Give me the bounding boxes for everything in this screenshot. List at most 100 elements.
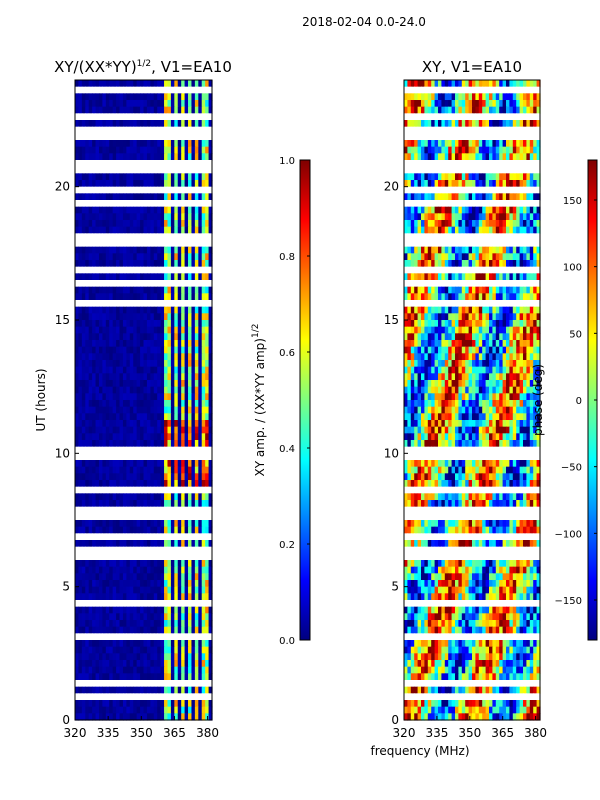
heatmap-cell — [194, 686, 199, 694]
heatmap-cell — [516, 153, 521, 161]
heatmap-cell — [126, 106, 131, 114]
heatmap-cell — [427, 240, 432, 248]
heatmap-cell — [208, 293, 213, 301]
heatmap-cell — [194, 333, 199, 341]
heatmap-cell — [164, 700, 169, 708]
heatmap-cell — [188, 413, 193, 421]
heatmap-cell — [126, 200, 131, 208]
heatmap-cell — [191, 553, 196, 561]
heatmap-cell — [146, 520, 151, 528]
heatmap-cell — [140, 526, 145, 534]
heatmap-cell — [105, 246, 110, 254]
heatmap-cell — [170, 706, 175, 714]
heatmap-cell — [102, 153, 107, 161]
heatmap-cell — [81, 280, 86, 288]
heatmap-cell — [109, 300, 114, 308]
heatmap-cell — [478, 86, 483, 94]
heatmap-cell — [81, 420, 86, 428]
heatmap-cell — [170, 633, 175, 641]
heatmap-cell — [201, 286, 206, 294]
heatmap-cell — [112, 673, 117, 681]
heatmap-cell — [143, 473, 148, 481]
heatmap-cell — [133, 653, 138, 661]
heatmap-cell — [177, 413, 182, 421]
heatmap-cell — [112, 493, 117, 501]
heatmap-cell — [140, 573, 145, 581]
x-tick-label: 350 — [130, 726, 153, 740]
heatmap-cell — [78, 353, 83, 361]
heatmap-cell — [191, 393, 196, 401]
heatmap-cell — [133, 426, 138, 434]
heatmap-cell — [133, 693, 138, 701]
heatmap-cell — [136, 400, 141, 408]
heatmap-cell — [533, 86, 538, 94]
heatmap-cell — [208, 706, 213, 714]
heatmap-cell — [184, 426, 189, 434]
heatmap-cell — [475, 100, 480, 108]
y-tick-label: 0 — [62, 713, 70, 727]
heatmap-cell — [495, 226, 500, 234]
heatmap-cell — [198, 533, 203, 541]
heatmap-cell — [136, 153, 141, 161]
heatmap-cell — [105, 326, 110, 334]
heatmap-cell — [129, 380, 134, 388]
heatmap-cell — [95, 100, 100, 108]
heatmap-cell — [133, 526, 138, 534]
heatmap-cell — [529, 126, 534, 134]
heatmap-cell — [174, 626, 179, 634]
heatmap-cell — [92, 186, 97, 194]
heatmap-cell — [164, 326, 169, 334]
heatmap-cell — [98, 360, 103, 368]
heatmap-cell — [150, 600, 155, 608]
heatmap-cell — [499, 260, 504, 268]
heatmap-cell — [75, 606, 80, 614]
heatmap-cell — [174, 106, 179, 114]
heatmap-cell — [136, 86, 141, 94]
heatmap-cell — [410, 200, 415, 208]
heatmap-cell — [136, 206, 141, 214]
heatmap-cell — [157, 420, 162, 428]
heatmap-cell — [526, 226, 531, 234]
heatmap-cell — [208, 593, 213, 601]
heatmap-cell — [133, 566, 138, 574]
heatmap-cell — [167, 260, 172, 268]
heatmap-cell — [468, 206, 473, 214]
heatmap-cell — [109, 460, 114, 468]
heatmap-cell — [201, 600, 206, 608]
heatmap-cell — [174, 266, 179, 274]
heatmap-cell — [404, 226, 408, 234]
heatmap-cell — [85, 286, 90, 294]
heatmap-cell — [112, 353, 117, 361]
heatmap-cell — [85, 273, 90, 281]
heatmap-cell — [208, 80, 213, 88]
heatmap-cell — [157, 713, 162, 721]
heatmap-cell — [153, 493, 158, 501]
heatmap-cell — [174, 366, 179, 374]
heatmap-cell — [133, 100, 138, 108]
heatmap-cell — [404, 186, 408, 194]
heatmap-cell — [122, 186, 127, 194]
heatmap-cell — [458, 226, 463, 234]
heatmap-cell — [157, 506, 162, 514]
heatmap-cell — [150, 353, 155, 361]
heatmap-cell — [424, 220, 429, 228]
heatmap-cell — [126, 586, 131, 594]
heatmap-cell — [529, 106, 534, 114]
heatmap-cell — [75, 360, 80, 368]
heatmap-cell — [170, 86, 175, 94]
heatmap-cell — [146, 613, 151, 621]
heatmap-cell — [201, 586, 206, 594]
heatmap-cell — [109, 106, 114, 114]
heatmap-cell — [167, 286, 172, 294]
heatmap-cell — [153, 360, 158, 368]
heatmap-cell — [136, 366, 141, 374]
heatmap-cell — [102, 200, 107, 208]
heatmap-cell — [133, 446, 138, 454]
heatmap-cell — [98, 653, 103, 661]
heatmap-cell — [198, 140, 203, 148]
heatmap-cell — [122, 440, 127, 448]
heatmap-cell — [143, 226, 148, 234]
heatmap-cell — [414, 200, 419, 208]
heatmap-cell — [441, 140, 446, 148]
heatmap-cell — [146, 366, 151, 374]
